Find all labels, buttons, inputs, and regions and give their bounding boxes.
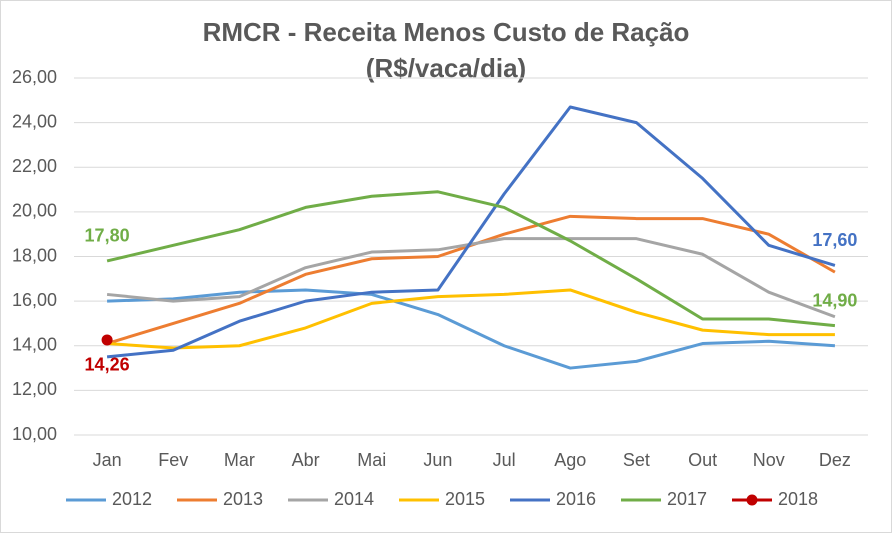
legend-label: 2012 (112, 489, 152, 509)
y-tick-label: 12,00 (12, 379, 57, 399)
x-tick-label: Abr (292, 450, 320, 470)
legend-label: 2018 (778, 489, 818, 509)
y-tick-label: 16,00 (12, 290, 57, 310)
data-point (101, 334, 113, 346)
data-label: 17,80 (85, 226, 130, 246)
legend-label: 2017 (667, 489, 707, 509)
x-tick-label: Nov (753, 450, 785, 470)
y-tick-label: 24,00 (12, 111, 57, 131)
legend-label: 2016 (556, 489, 596, 509)
y-tick-label: 22,00 (12, 156, 57, 176)
x-tick-label: Jun (423, 450, 452, 470)
legend-label: 2013 (223, 489, 263, 509)
legend-label: 2014 (334, 489, 374, 509)
x-tick-label: Dez (819, 450, 851, 470)
chart-title: RMCR - Receita Menos Custo de Ração (203, 17, 690, 47)
series-line (107, 288, 836, 370)
x-tick-label: Mar (224, 450, 255, 470)
x-tick-label: Mai (357, 450, 386, 470)
y-tick-label: 10,00 (12, 424, 57, 444)
series-line (106, 105, 836, 359)
y-tick-label: 18,00 (12, 245, 57, 265)
data-label: 14,90 (812, 290, 857, 310)
x-tick-label: Jan (93, 450, 122, 470)
y-tick-label: 20,00 (12, 201, 57, 221)
data-label: 17,60 (812, 230, 857, 250)
series-line (106, 190, 836, 328)
legend-marker (746, 494, 758, 506)
x-tick-label: Fev (158, 450, 188, 470)
series-line (106, 288, 835, 350)
legend-label: 2015 (445, 489, 485, 509)
x-tick-label: Set (623, 450, 650, 470)
x-tick-label: Jul (493, 450, 516, 470)
y-tick-label: 26,00 (12, 67, 57, 87)
x-tick-label: Out (688, 450, 717, 470)
data-label: 14,26 (85, 355, 130, 375)
x-tick-label: Ago (554, 450, 586, 470)
y-tick-label: 14,00 (12, 335, 57, 355)
